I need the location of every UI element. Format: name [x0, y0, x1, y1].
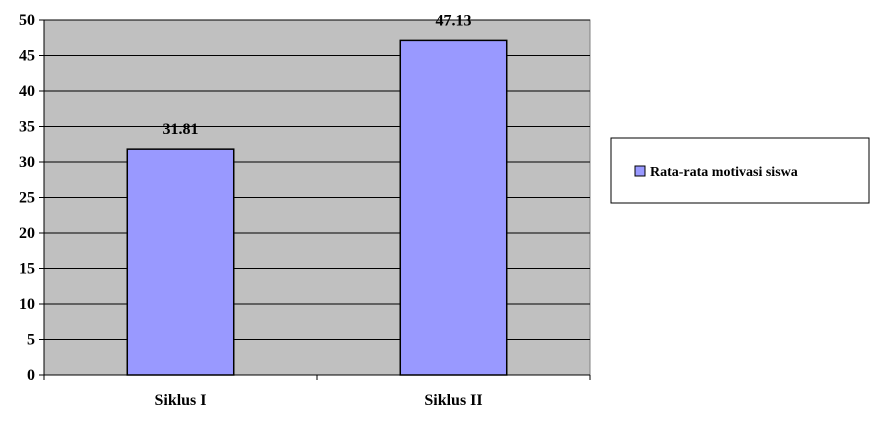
y-tick-label: 45	[19, 48, 35, 65]
y-tick-label: 50	[19, 12, 35, 29]
y-tick-label: 10	[19, 296, 35, 313]
y-tick-label: 25	[19, 190, 35, 207]
y-tick-label: 0	[27, 367, 35, 384]
legend-box	[610, 137, 870, 204]
x-tick-label: Siklus I	[154, 392, 206, 409]
y-tick-label: 20	[19, 225, 35, 242]
bar	[126, 148, 235, 376]
data-label: 47.13	[436, 12, 472, 29]
legend-entry-label: Rata-rata motivasi siswa	[650, 165, 798, 180]
y-tick-label: 5	[27, 332, 35, 349]
legend-swatch	[634, 165, 646, 177]
x-tick-label: Siklus II	[424, 392, 482, 409]
y-tick-label: 30	[19, 154, 35, 171]
data-label: 31.81	[163, 121, 199, 138]
y-tick-label: 40	[19, 83, 35, 100]
y-tick-label: 35	[19, 119, 35, 136]
axes: 0 5 10 15 20 25 30 35 40 45 50 Siklus I Siklus II	[19, 12, 591, 409]
data-labels: 31.81 47.13	[163, 12, 472, 138]
bar	[399, 39, 508, 376]
y-tick-label: 15	[19, 261, 35, 278]
legend: Rata-rata motivasi siswa	[610, 137, 870, 204]
